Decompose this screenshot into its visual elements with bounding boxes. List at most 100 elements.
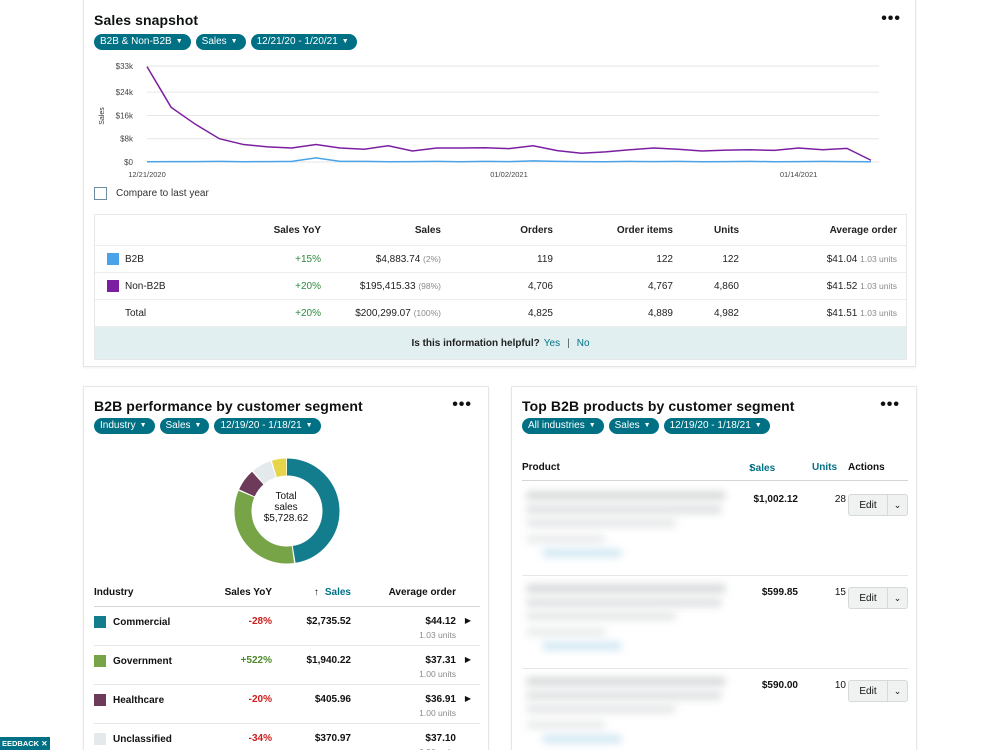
blurred-product-info: [522, 580, 734, 665]
x-tick-label: 12/21/2020: [128, 170, 166, 179]
blurred-product-info: [522, 673, 734, 750]
edit-split-button: Edit ⌄: [848, 494, 908, 516]
average-order-value: $44.12 1.03 units: [419, 616, 456, 640]
sales-line-chart: $33k $24k $16k $8k $0 Sales 12/21/2020 01/02/20…: [99, 62, 879, 179]
product-units: 10: [834, 680, 846, 691]
units-value: 4,982: [713, 307, 739, 319]
product-sales: $599.85: [761, 587, 798, 598]
sales-value: $4,883.74 (2%): [375, 253, 441, 265]
caret-down-icon: ▼: [341, 38, 349, 45]
helpful-bar: Is this information helpful? Yes | No: [95, 327, 906, 359]
y-tick-label: $24k: [116, 88, 134, 97]
row-label: Total: [125, 307, 147, 319]
more-options-icon[interactable]: •••: [452, 396, 472, 413]
compare-checkbox[interactable]: [94, 187, 107, 200]
product-row: $599.85 15 Edit ⌄: [522, 576, 908, 669]
col-header-units[interactable]: Units: [812, 462, 837, 473]
compare-last-year[interactable]: Compare to last year: [94, 187, 209, 200]
date-range-filter[interactable]: 12/21/20 - 1/20/21 ▼: [250, 34, 357, 50]
sales-value: $195,415.33 (98%): [359, 280, 441, 292]
close-icon[interactable]: ✕: [41, 739, 48, 748]
segment-filter[interactable]: B2B & Non-B2B ▼: [94, 34, 191, 50]
col-header-yoy[interactable]: Sales YoY: [224, 587, 272, 598]
sales-snapshot-card: Sales snapshot ••• B2B & Non-B2B ▼ Sales ▼…: [83, 0, 916, 367]
legend-swatch: [107, 280, 119, 292]
table-row: Unclassified -34% $370.97 $37.100.90 uni…: [94, 724, 480, 750]
feedback-tab[interactable]: EEDBACK ✕: [0, 737, 50, 750]
industry-label: Government: [113, 655, 172, 667]
orders-value: 4,706: [527, 280, 553, 292]
average-order-value: $36.91 1.00 units: [419, 694, 456, 718]
chevron-down-icon[interactable]: ⌄: [888, 494, 908, 516]
blurred-product-info: [522, 487, 734, 572]
metric-filter[interactable]: Sales ▼: [159, 418, 210, 434]
col-header-industry[interactable]: Industry: [94, 587, 134, 598]
product-sales: $590.00: [761, 680, 798, 691]
sales-yoy: -20%: [248, 694, 272, 705]
more-options-icon[interactable]: •••: [880, 396, 900, 413]
industry-label: Unclassified: [113, 733, 172, 745]
x-tick-label: 01/02/2021: [490, 170, 528, 179]
table-header: Industry Sales YoY ↑ Sales Average order: [94, 584, 480, 607]
card-title: B2B performance by customer segment: [94, 398, 363, 414]
helpful-yes-link[interactable]: Yes: [543, 337, 561, 349]
average-order-value: $37.100.90 units: [419, 733, 456, 750]
caret-down-icon: ▼: [194, 422, 202, 429]
filter-pills: B2B & Non-B2B ▼ Sales ▼ 12/21/20 - 1/20/21…: [94, 34, 357, 50]
industry-label: Commercial: [113, 616, 171, 628]
caret-down-icon: ▼: [175, 38, 183, 45]
industry-filter[interactable]: Industry ▼: [94, 418, 155, 434]
caret-down-icon: ▼: [643, 422, 651, 429]
y-axis-label: Sales: [99, 107, 106, 125]
product-units: 28: [834, 494, 846, 505]
y-tick-label: $0: [124, 158, 133, 167]
row-label: Non-B2B: [125, 280, 166, 292]
date-range-filter[interactable]: 12/19/20 - 1/18/21 ▼: [663, 418, 770, 434]
col-header-yoy: Sales YoY: [273, 224, 321, 236]
col-header-product[interactable]: Product: [522, 462, 560, 473]
table-row: B2B +15% $4,883.74 (2%) 119 122 122 $41.…: [95, 246, 906, 273]
chevron-down-icon[interactable]: ⌄: [888, 680, 908, 702]
sales-value: $1,940.22: [306, 655, 352, 666]
product-row: $590.00 10 Edit ⌄: [522, 669, 908, 750]
industry-label: Healthcare: [113, 694, 165, 706]
b2b-performance-card: B2B performance by customer segment ••• …: [83, 386, 489, 750]
sales-value: $2,735.52: [306, 616, 352, 627]
expand-row-icon[interactable]: ▶: [464, 694, 472, 703]
table-row: Non-B2B +20% $195,415.33 (98%) 4,706 4,7…: [95, 273, 906, 300]
legend-swatch: [94, 694, 106, 706]
col-header-average-order[interactable]: Average order: [388, 587, 456, 598]
helpful-no-link[interactable]: No: [576, 337, 590, 349]
series-line: [146, 66, 872, 161]
col-header-sales: Sales: [414, 224, 441, 236]
order-items-value: 4,889: [647, 307, 673, 319]
sales-yoy: -28%: [248, 616, 272, 627]
col-header-sales[interactable]: ↑ Sales: [313, 587, 351, 598]
donut-slice: [234, 458, 340, 564]
series-line: [146, 157, 872, 163]
more-options-icon[interactable]: •••: [881, 10, 901, 27]
col-header-actions: Actions: [848, 462, 885, 473]
card-title: Sales snapshot: [94, 12, 199, 28]
average-order-value: $41.52 1.03 units: [826, 280, 897, 292]
industry-filter[interactable]: All industries ▼: [522, 418, 604, 434]
product-units: 15: [834, 587, 846, 598]
chevron-down-icon[interactable]: ⌄: [888, 587, 908, 609]
col-header-order-items: Order items: [616, 224, 673, 236]
product-sales: $1,002.12: [753, 494, 799, 505]
table-header: Product ↑ Sales Units Actions: [522, 461, 908, 481]
date-range-filter[interactable]: 12/19/20 - 1/18/21 ▼: [214, 418, 321, 434]
metric-filter[interactable]: Sales ▼: [608, 418, 659, 434]
expand-row-icon[interactable]: ▶: [464, 655, 472, 664]
table-row: Healthcare -20% $405.96 $36.91 1.00 units…: [94, 685, 480, 724]
edit-button[interactable]: Edit: [848, 680, 888, 702]
edit-button[interactable]: Edit: [848, 587, 888, 609]
edit-button[interactable]: Edit: [848, 494, 888, 516]
sort-ascending-icon: ↑: [313, 587, 319, 598]
sort-ascending-icon: ↑: [749, 463, 754, 474]
metric-filter[interactable]: Sales ▼: [195, 34, 246, 50]
expand-row-icon[interactable]: ▶: [464, 616, 472, 625]
caret-down-icon: ▼: [588, 422, 596, 429]
helpful-question: Is this information helpful?: [411, 337, 540, 349]
y-tick-label: $8k: [120, 135, 134, 144]
